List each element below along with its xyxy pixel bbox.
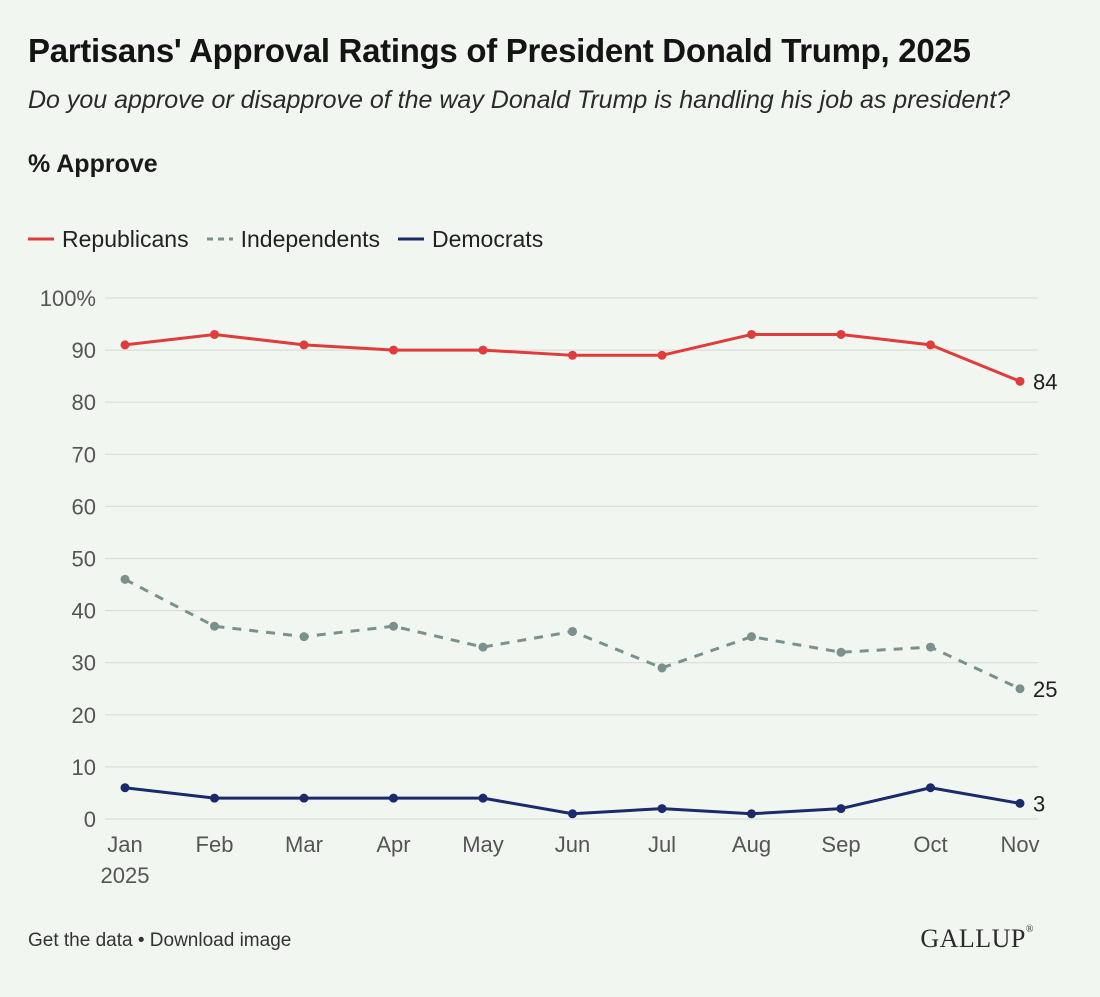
y-tick-label: 30 bbox=[72, 651, 96, 676]
data-point-independents bbox=[120, 574, 130, 584]
data-point-democrats bbox=[926, 783, 935, 793]
data-point-independents bbox=[299, 632, 309, 642]
measure-label: % Approve bbox=[28, 150, 158, 178]
data-point-republicans bbox=[389, 345, 398, 355]
x-tick-label: May bbox=[462, 832, 504, 857]
chart-subtitle: Do you approve or disapprove of the way … bbox=[28, 86, 1011, 114]
data-point-independents bbox=[926, 642, 935, 652]
legend-label-democrats: Democrats bbox=[432, 225, 544, 252]
legend-item-democrats[interactable]: Democrats bbox=[398, 226, 543, 253]
x-tick-label: Aug bbox=[732, 832, 771, 857]
chart-footer: Get the data • Download image bbox=[28, 930, 291, 952]
data-point-independents bbox=[836, 647, 846, 657]
legend-item-republicans[interactable]: Republicans bbox=[28, 226, 189, 253]
y-tick-label: 80 bbox=[72, 390, 96, 415]
data-point-republicans bbox=[210, 329, 219, 339]
data-point-democrats bbox=[747, 809, 756, 819]
x-tick-label: Sep bbox=[821, 832, 860, 857]
end-label-independents: 25 bbox=[1033, 677, 1057, 702]
data-point-republicans bbox=[836, 329, 846, 339]
legend-label-republicans: Republicans bbox=[62, 225, 189, 252]
data-point-independents bbox=[747, 632, 756, 642]
data-point-republicans bbox=[657, 350, 667, 360]
get-data-link[interactable]: Get the data bbox=[28, 930, 133, 951]
x-tick-label: Jun bbox=[555, 832, 590, 857]
gallup-logo: GALLUP® bbox=[920, 924, 1034, 954]
data-point-independents bbox=[389, 621, 398, 631]
data-point-republicans bbox=[120, 340, 130, 350]
x-tick-label: Oct bbox=[913, 832, 947, 857]
y-tick-label: 100% bbox=[40, 286, 96, 311]
data-point-democrats bbox=[299, 793, 309, 803]
y-tick-label: 70 bbox=[72, 442, 96, 467]
y-tick-label: 90 bbox=[72, 338, 96, 363]
y-tick-label: 50 bbox=[72, 547, 96, 572]
end-label-republicans: 84 bbox=[1033, 369, 1057, 394]
legend-item-independents[interactable]: Independents bbox=[206, 225, 380, 253]
data-point-republicans bbox=[568, 350, 577, 360]
data-point-republicans bbox=[1015, 376, 1025, 386]
x-tick-label: Jul bbox=[648, 832, 676, 857]
data-point-democrats bbox=[568, 809, 577, 819]
data-point-democrats bbox=[478, 793, 488, 803]
data-point-republicans bbox=[299, 340, 309, 350]
data-point-democrats bbox=[210, 793, 219, 803]
data-point-democrats bbox=[120, 783, 130, 793]
x-tick-label: Feb bbox=[196, 832, 234, 857]
registered-mark: ® bbox=[1025, 924, 1034, 935]
y-tick-label: 20 bbox=[72, 703, 96, 728]
data-point-independents bbox=[1015, 684, 1025, 694]
y-tick-label: 10 bbox=[72, 755, 96, 780]
gallup-logo-text: GALLUP bbox=[920, 924, 1026, 953]
chart-legend: Republicans Independents Democrats bbox=[28, 224, 543, 254]
data-point-democrats bbox=[389, 793, 398, 803]
legend-swatch-democrats bbox=[398, 237, 424, 241]
data-point-independents bbox=[568, 626, 577, 636]
data-point-democrats bbox=[1015, 798, 1025, 808]
end-label-democrats: 3 bbox=[1033, 791, 1045, 816]
x-tick-year-label: 2025 bbox=[101, 863, 150, 888]
x-tick-label: Jan bbox=[107, 832, 142, 857]
y-tick-label: 60 bbox=[72, 494, 96, 519]
legend-swatch-republicans bbox=[28, 237, 54, 241]
data-point-independents bbox=[210, 621, 219, 631]
legend-swatch-independents bbox=[206, 237, 233, 241]
line-chart: 0 10 20 30 40 50 60 70 80 90 100% Jan Feb Mar Apr May Ju… bbox=[40, 286, 1058, 888]
download-image-link[interactable]: Download image bbox=[149, 930, 292, 951]
data-point-republicans bbox=[926, 340, 935, 350]
data-point-republicans bbox=[747, 329, 756, 339]
chart-title: Partisans' Approval Ratings of President… bbox=[28, 32, 971, 69]
x-tick-label: Mar bbox=[285, 832, 323, 857]
x-tick-label: Nov bbox=[1000, 832, 1039, 857]
footer-separator: • bbox=[132, 930, 150, 951]
y-tick-label: 40 bbox=[72, 599, 96, 624]
y-tick-label: 0 bbox=[84, 807, 96, 832]
data-point-democrats bbox=[836, 804, 846, 814]
data-point-democrats bbox=[657, 804, 667, 814]
data-point-independents bbox=[657, 663, 667, 673]
data-point-independents bbox=[478, 642, 488, 652]
data-point-republicans bbox=[478, 345, 488, 355]
legend-label-independents: Independents bbox=[240, 225, 380, 252]
x-tick-label: Apr bbox=[376, 832, 410, 857]
